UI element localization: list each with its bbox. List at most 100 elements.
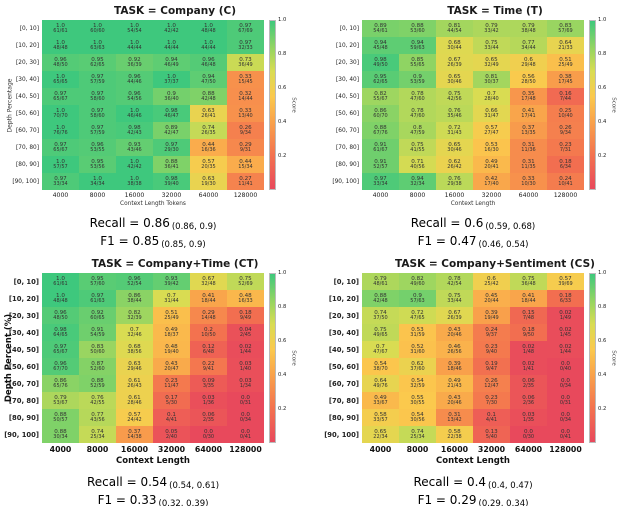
cell-fraction: 65/67 — [53, 96, 68, 102]
heatmap-cell: 0.0 0/30 — [510, 426, 547, 443]
y-axis-label-wrap — [324, 20, 335, 190]
heatmap-cell: 0.57 20/35 — [190, 156, 227, 173]
cell-fraction: 28/40 — [484, 96, 499, 102]
heatmap-cell: 0.6 29/48 — [510, 54, 547, 71]
recall-ci: (0.86, 0.9) — [171, 222, 217, 232]
cell-fraction: 32/49 — [484, 62, 499, 68]
heatmap-cell: 0.23 9/40 — [473, 341, 510, 358]
heatmap-cell: 0.23 7/31 — [547, 139, 584, 156]
cell-score: 0.97 — [91, 124, 104, 131]
cell-fraction: 30/55 — [410, 400, 425, 406]
cell-score: 1.0 — [167, 22, 176, 29]
colorbar-label: Score — [291, 350, 297, 366]
heatmap-cell: 0.02 1/44 — [227, 341, 264, 358]
cell-fraction: 22/34 — [373, 434, 388, 440]
cell-score: 1.0 — [167, 39, 176, 46]
heatmap-cell: 0.97 29/30 — [153, 139, 190, 156]
heatmap-cell: 0.74 25/34 — [399, 426, 436, 443]
heatmap-cell: 0.65 22/34 — [362, 426, 399, 443]
cell-fraction: 25/42 — [484, 281, 499, 287]
cell-fraction: 6/33 — [559, 298, 572, 304]
heatmap-cell: 0.18 6/34 — [547, 156, 584, 173]
cell-fraction: 32/33 — [238, 45, 253, 51]
cell-score: 0.75 — [374, 326, 387, 333]
cell-score: 0.74 — [91, 428, 104, 435]
cell-fraction: 54/61 — [373, 28, 388, 34]
cell-score: 1.0 — [56, 292, 65, 299]
cell-fraction: 25/34 — [410, 434, 425, 440]
heatmap-cell: 0.9 36/40 — [153, 88, 190, 105]
cell-fraction: 16/36 — [201, 147, 216, 153]
x-tick-label: 4000 — [52, 192, 69, 199]
cell-fraction: 39/42 — [164, 281, 179, 287]
panel-title: TASK = Company+Sentiment (CS) — [395, 258, 595, 270]
heatmap-cell: 0.63 26/41 — [190, 105, 227, 122]
cell-fraction: 57/57 — [53, 164, 68, 170]
cell-fraction: 59/63 — [410, 45, 425, 51]
heatmap-cell: 0.54 38/70 — [362, 358, 399, 375]
cell-fraction: 65/67 — [53, 147, 68, 153]
cell-fraction: 33/42 — [484, 28, 499, 34]
cell-score: 0.43 — [165, 360, 178, 367]
heatmap-column: 1.0 61/61 1.0 60/60 1.0 54/54 1.0 42/42 1.0 48/48… — [42, 20, 264, 251]
y-axis-ticks: [0, 10] [10, 20] [20, 30] [30, 40] [40, 50] [… — [4, 273, 42, 506]
heatmap-cell: 0.0 0/41 — [227, 426, 264, 443]
cell-fraction: 16/30 — [484, 147, 499, 153]
heatmap-cell: 0.95 62/65 — [362, 71, 399, 88]
heatmap-cell: 0.03 1/34 — [227, 375, 264, 392]
cell-score: 0.43 — [448, 394, 461, 401]
cell-score: 0.2 — [204, 326, 213, 333]
cell-fraction: 67/70 — [53, 366, 68, 372]
heatmap-cell: 0.15 7/48 — [510, 307, 547, 324]
plot-area: [0, 10] [10, 20] [20, 30] [30, 40] [40, 50] [… — [324, 270, 640, 506]
cell-fraction: 42/54 — [447, 281, 462, 287]
cell-fraction: 60/60 — [90, 28, 105, 34]
cell-score: 0.67 — [448, 56, 461, 63]
heatmap-cell: 0.92 60/65 — [79, 307, 116, 324]
cell-score: 0.23 — [165, 377, 178, 384]
colorbar-gradient — [269, 20, 276, 190]
cell-fraction: 26/35 — [201, 130, 216, 136]
cell-score: 0.32 — [239, 90, 252, 97]
cell-score: 0.49 — [448, 377, 461, 384]
colorbar-tick-label: 0.2 — [278, 153, 287, 159]
heatmap-cell: 0.48 16/33 — [227, 290, 264, 307]
cell-fraction: 9/49 — [239, 315, 252, 321]
cell-score: 0.43 — [448, 326, 461, 333]
cell-fraction: 0/30 — [522, 434, 535, 440]
heatmap-cell: 1.0 42/42 — [153, 20, 190, 37]
cell-score: 0.96 — [91, 141, 104, 148]
f1-stat: F1 = 0.33 (0.32, 0.39) — [42, 492, 264, 506]
cell-fraction: 42/55 — [90, 400, 105, 406]
heatmap-cell: 0.89 54/61 — [362, 20, 399, 37]
y-tick-label: [20, 30] — [8, 311, 39, 320]
cell-fraction: 42/43 — [127, 130, 142, 136]
cell-score: 0.0 — [561, 394, 570, 401]
cell-score: 0.96 — [54, 56, 67, 63]
cell-score: 0.97 — [165, 141, 178, 148]
cell-score: 0.79 — [522, 22, 535, 29]
y-tick-label: [30, 40] — [16, 76, 39, 83]
f1-value: F1 = 0.33 — [97, 493, 157, 506]
cell-score: 0.88 — [374, 124, 387, 131]
heatmap-cell: 0.94 59/63 — [399, 37, 436, 54]
heatmap-cell: 0.39 18/46 — [436, 358, 473, 375]
cell-score: 0.66 — [485, 107, 498, 114]
cell-score: 0.97 — [239, 22, 252, 29]
cell-fraction: 36/49 — [238, 62, 253, 68]
heatmap-cell: 0.97 65/67 — [42, 139, 79, 156]
heatmap-cell: 0.0 0/41 — [547, 426, 584, 443]
heatmap-cell: 0.31 11/35 — [510, 156, 547, 173]
f1-stat: F1 = 0.29 (0.29, 0.34) — [362, 492, 584, 506]
colorbar-ticks: 1.0 0.8 0.6 0.4 0.2 — [596, 270, 610, 443]
heatmap-cell: 0.91 52/57 — [362, 156, 399, 173]
y-axis-label: Depth Percentage — [6, 78, 13, 132]
cell-fraction: 55/67 — [373, 96, 388, 102]
heatmap-cell: 0.46 26/56 — [436, 341, 473, 358]
colorbar-tick-label: 1.0 — [598, 270, 607, 276]
cell-score: 0.88 — [202, 90, 215, 97]
x-axis-ticks: 4000 8000 16000 32000 64000 128000 — [42, 192, 264, 199]
heatmap-cell: 0.16 7/44 — [547, 88, 584, 105]
heatmap-column: 0.79 48/61 0.82 49/60 0.78 42/54 0.6 25/42 0.75 3… — [362, 273, 584, 506]
